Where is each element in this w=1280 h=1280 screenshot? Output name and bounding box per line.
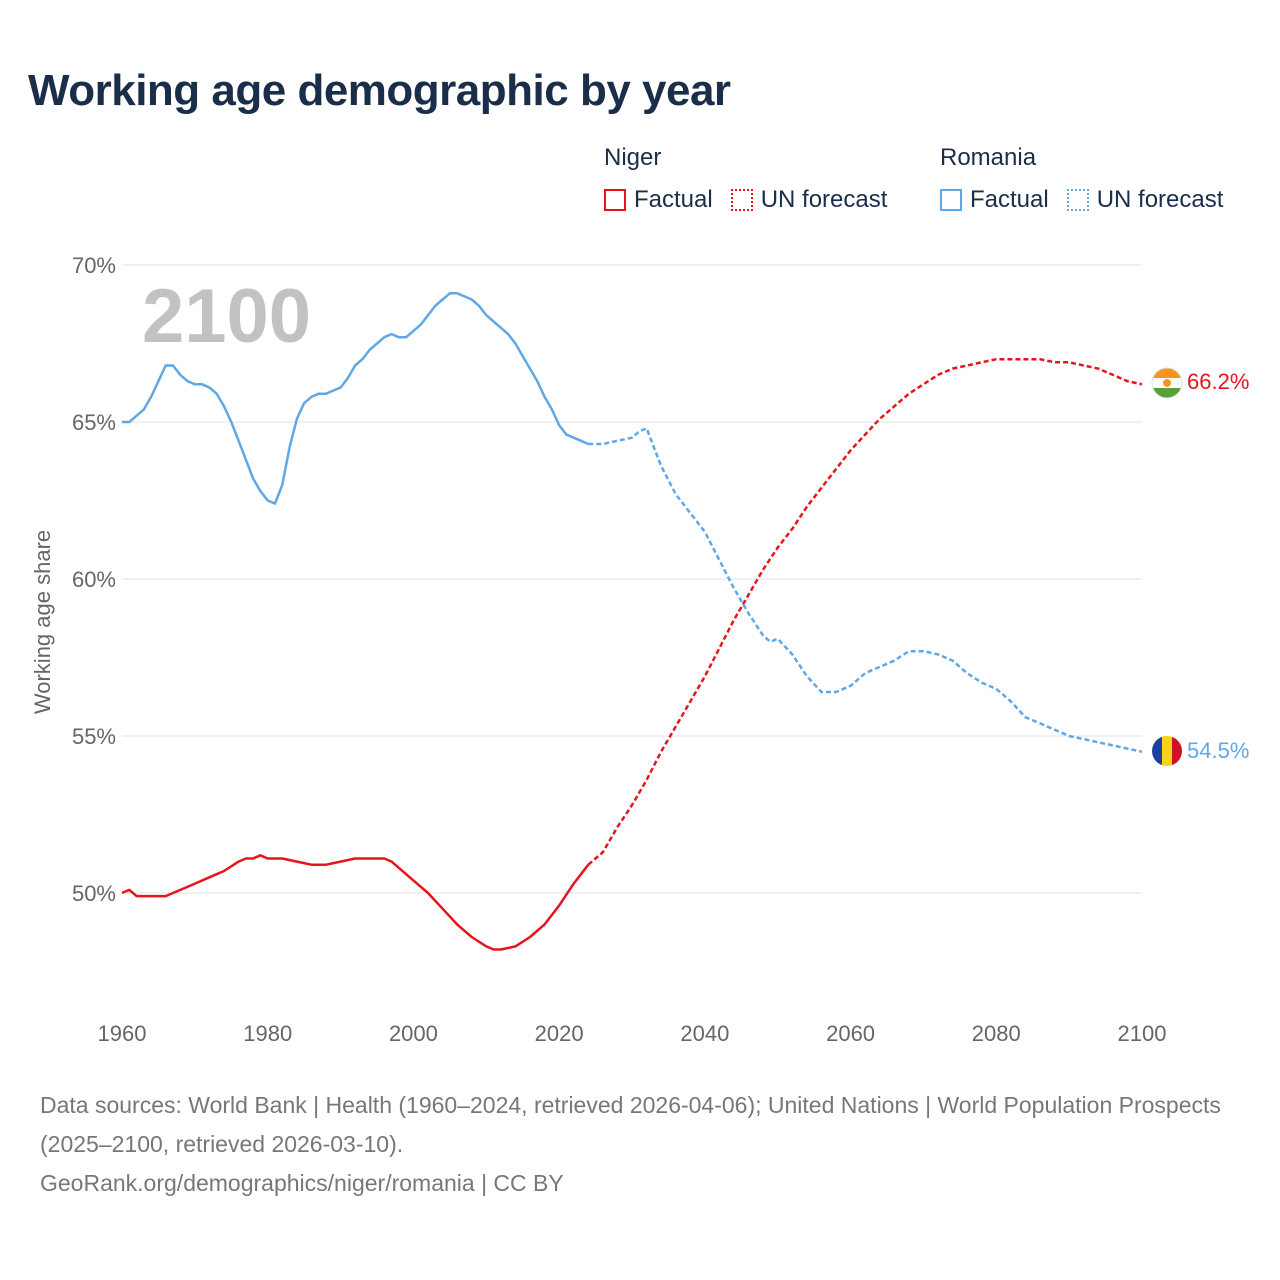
legend-niger-factual-label: Factual xyxy=(634,186,713,213)
legend-romania-factual[interactable]: Factual xyxy=(940,186,1049,214)
legend-romania-forecast[interactable]: UN forecast xyxy=(1066,186,1224,214)
x-axis-ticks: 1960 1980 2000 2020 2040 2060 2080 2100 xyxy=(98,1021,1167,1046)
chart-title: Working age demographic by year xyxy=(28,66,731,115)
romania-flag-icon xyxy=(1152,736,1182,766)
y-tick-label: 60% xyxy=(72,567,116,592)
x-tick-label: 2100 xyxy=(1118,1021,1167,1046)
romania-factual-line[interactable] xyxy=(122,292,589,505)
y-axis-ticks: 50% 55% 60% 65% 70% xyxy=(72,253,116,906)
legend-romania-name: Romania xyxy=(940,144,1037,171)
legend-niger: Niger Factual UN forecast xyxy=(604,144,905,214)
romania-end-label: 54.5% xyxy=(1187,738,1249,763)
series-lines xyxy=(121,292,1143,951)
y-tick-label: 50% xyxy=(72,881,116,906)
niger-flag-icon xyxy=(1152,368,1182,398)
niger-end-label: 66.2% xyxy=(1187,369,1249,394)
legend-swatch-romania-forecast xyxy=(1066,189,1089,211)
legend-romania: Romania Factual UN forecast xyxy=(940,144,1223,214)
legend-swatch-niger-factual xyxy=(604,189,626,211)
legend-romania-forecast-label: UN forecast xyxy=(1096,186,1224,213)
credit-link[interactable]: GeoRank.org/demographics/niger/romania |… xyxy=(40,1170,564,1196)
legend-swatch-niger-forecast xyxy=(730,189,753,211)
legend-swatch-romania-factual xyxy=(940,189,962,211)
data-sources: Data sources: World Bank | Health (1960–… xyxy=(40,1092,1221,1157)
legend-romania-factual-label: Factual xyxy=(970,186,1049,213)
y-axis-label: Working age share xyxy=(30,530,55,714)
line-chart: 2100 50% 55% 60% 65% 70% 1960 1980 2000 2020 204… xyxy=(30,253,1249,1046)
legend-niger-name: Niger xyxy=(604,144,662,171)
legend-niger-forecast[interactable]: UN forecast xyxy=(730,186,888,214)
y-tick-label: 65% xyxy=(72,410,116,435)
x-tick-label: 2060 xyxy=(826,1021,875,1046)
x-tick-label: 2000 xyxy=(389,1021,438,1046)
x-tick-label: 1960 xyxy=(98,1021,147,1046)
y-tick-label: 70% xyxy=(72,253,116,278)
legend-niger-forecast-label: UN forecast xyxy=(760,186,888,213)
niger-flag-border xyxy=(1151,367,1183,399)
x-tick-label: 2040 xyxy=(680,1021,729,1046)
niger-forecast-line[interactable] xyxy=(587,357,1143,866)
niger-factual-line[interactable] xyxy=(121,854,590,951)
x-tick-label: 1980 xyxy=(243,1021,292,1046)
x-tick-label: 2020 xyxy=(535,1021,584,1046)
year-watermark: 2100 xyxy=(142,274,311,359)
x-tick-label: 2080 xyxy=(972,1021,1021,1046)
legend-niger-factual[interactable]: Factual xyxy=(604,186,713,214)
romania-forecast-line[interactable] xyxy=(588,426,1143,753)
footer: Data sources: World Bank | Health (1960–… xyxy=(40,1086,1240,1203)
grid-lines xyxy=(122,264,1142,894)
y-tick-label: 55% xyxy=(72,724,116,749)
